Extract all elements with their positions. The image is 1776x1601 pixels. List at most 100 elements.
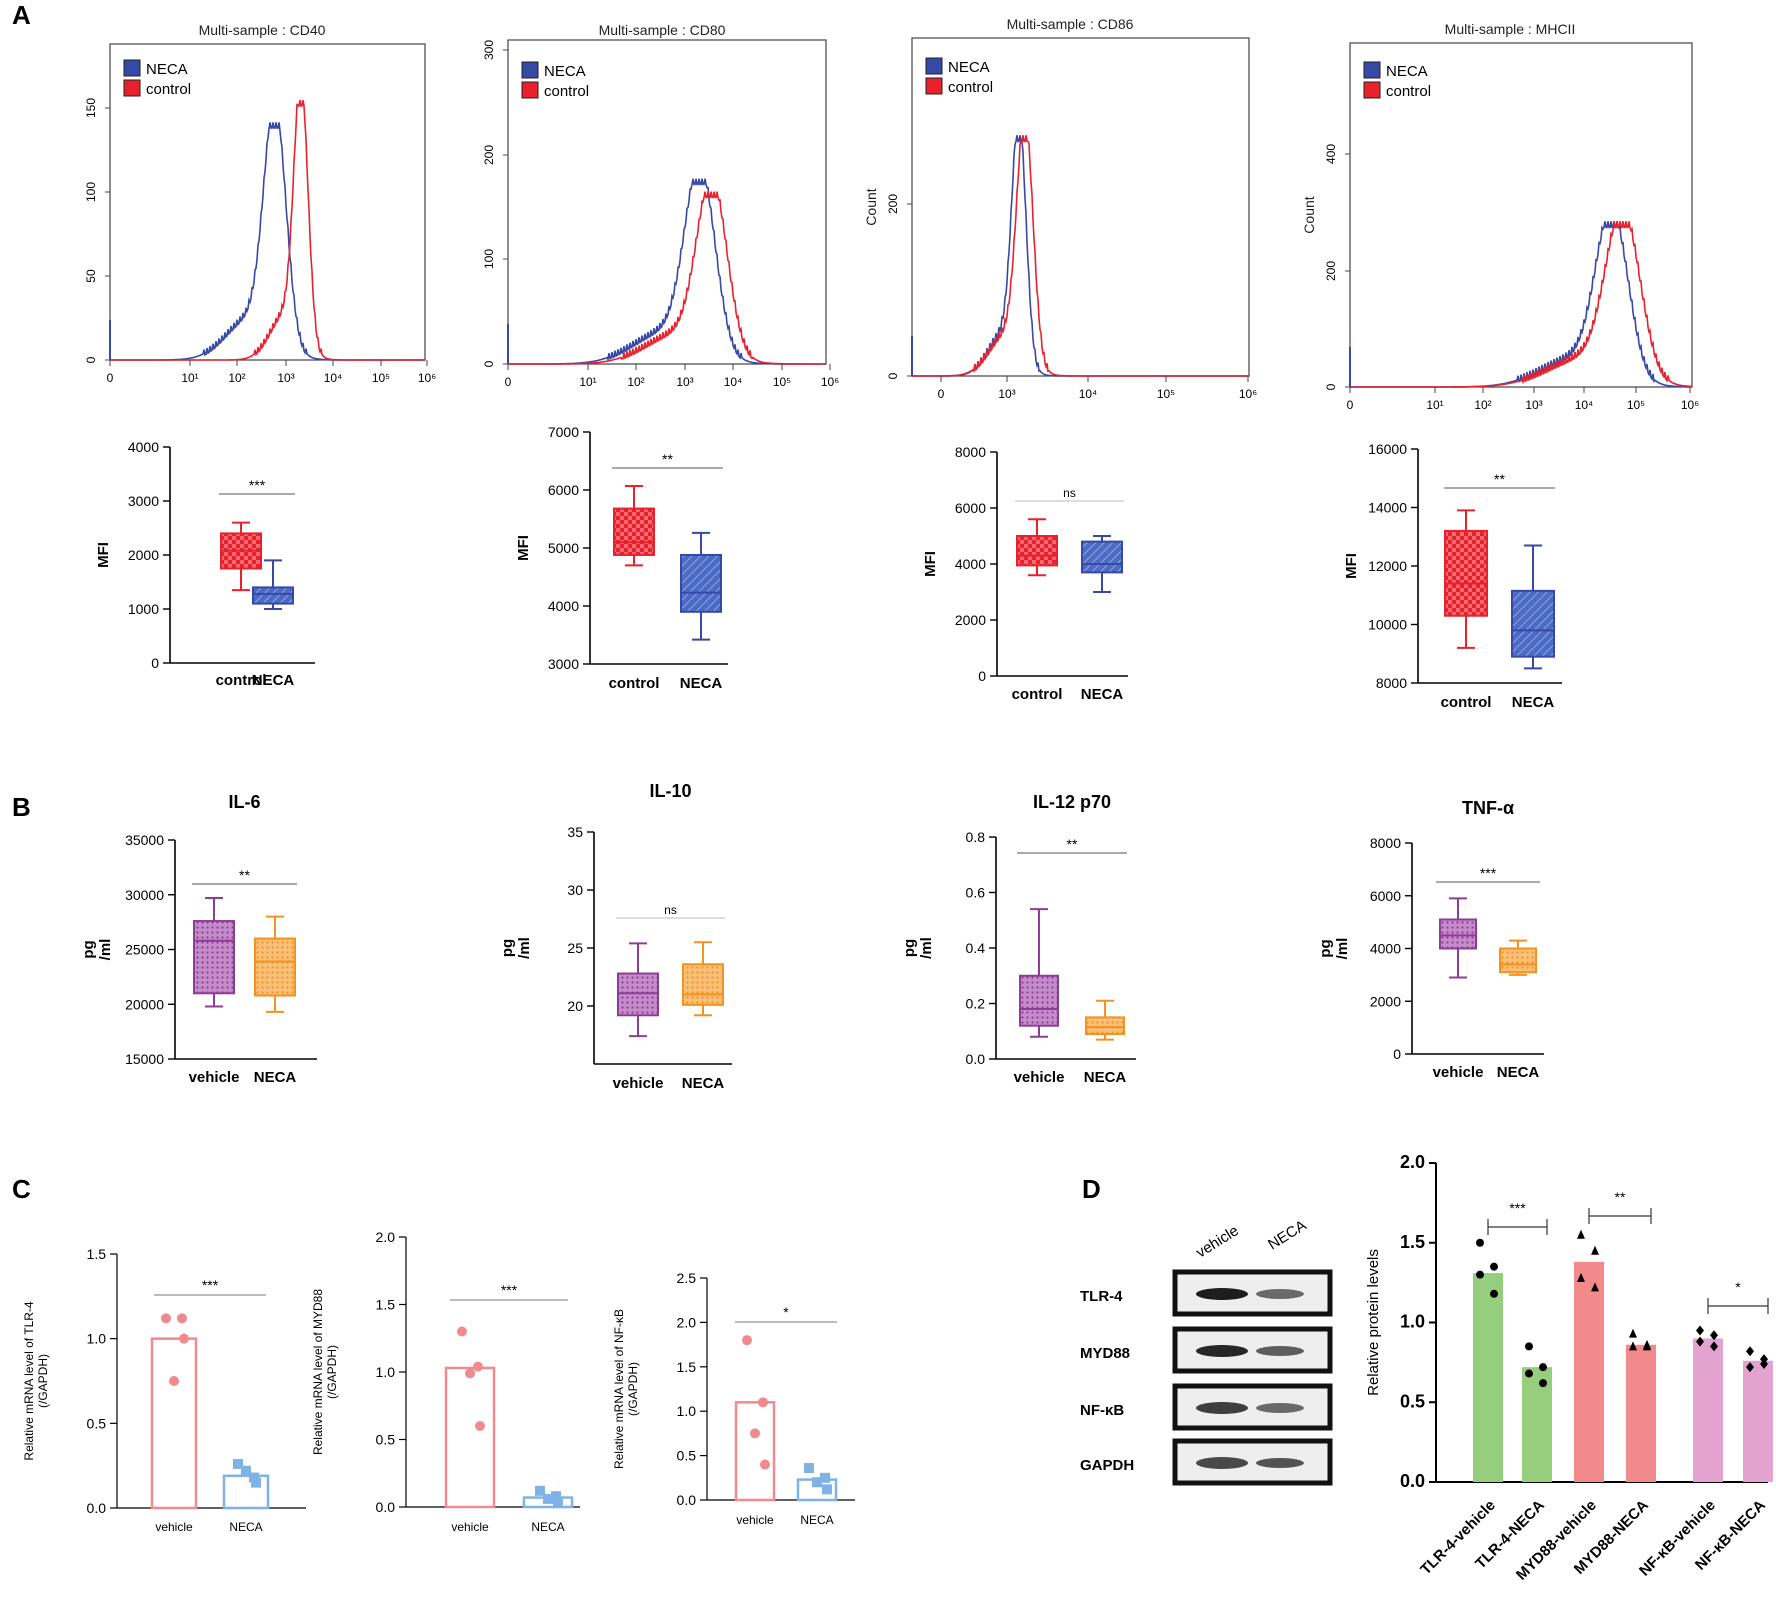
y-tick-label: 1.5 bbox=[1400, 1232, 1425, 1252]
blot-row-gapdh: GAPDH bbox=[1080, 1441, 1330, 1483]
y-tick-label: 400 bbox=[1324, 144, 1338, 164]
boxplot-chart-4: 800010000120001400016000MFIcontrol NECA** bbox=[1343, 441, 1562, 711]
legend-label-neca: NECA bbox=[146, 61, 188, 78]
x-tick-label: 0 bbox=[505, 375, 512, 389]
y-tick-label: 1.5 bbox=[376, 1297, 396, 1313]
blot-band-neca bbox=[1256, 1403, 1304, 1413]
x-tick-label: 10³ bbox=[998, 387, 1015, 401]
box-vehicle bbox=[194, 898, 234, 1006]
flow-histogram-4: Multi-sample : MHCIINECAcontrol0200400Co… bbox=[1301, 21, 1699, 412]
box-neca bbox=[255, 917, 295, 1012]
blot-row-label: MYD88 bbox=[1080, 1345, 1130, 1362]
category-label: NECA bbox=[1081, 686, 1124, 703]
y-axis-label: (/GAPDH) bbox=[36, 1354, 50, 1408]
y-tick-label: 6000 bbox=[1370, 888, 1401, 904]
y-tick-label: 16000 bbox=[1368, 441, 1407, 457]
box-neca bbox=[1082, 536, 1122, 592]
legend-swatch-neca bbox=[926, 58, 942, 74]
iqr-box bbox=[1440, 919, 1476, 948]
category-label: vehicle bbox=[613, 1075, 664, 1092]
y-tick-label: 200 bbox=[886, 194, 900, 214]
category-label: control bbox=[1441, 694, 1492, 711]
y-axis-label: pg bbox=[80, 940, 97, 958]
bar-vehicle bbox=[446, 1327, 494, 1508]
data-point bbox=[804, 1463, 814, 1473]
box-vehicle bbox=[1020, 909, 1058, 1037]
legend-swatch-control bbox=[1364, 82, 1380, 98]
y-tick-label: 6000 bbox=[548, 482, 579, 498]
data-point bbox=[822, 1484, 832, 1494]
blot-row-label: GAPDH bbox=[1080, 1457, 1134, 1474]
data-point bbox=[1539, 1379, 1547, 1387]
y-tick-label: 0.0 bbox=[1400, 1471, 1425, 1491]
y-tick-label: 0.0 bbox=[87, 1500, 107, 1516]
x-tick-label: 10³ bbox=[277, 371, 294, 385]
blot-band-vehicle bbox=[1196, 1288, 1248, 1300]
x-tick-label: 10⁴ bbox=[724, 375, 743, 389]
y-tick-label: 1000 bbox=[128, 601, 159, 617]
y-tick-label: 4000 bbox=[548, 598, 579, 614]
category-label: NECA bbox=[1084, 1069, 1127, 1086]
y-tick-label: 300 bbox=[482, 40, 496, 60]
x-tick-label: 10¹ bbox=[579, 375, 596, 389]
bar bbox=[224, 1476, 268, 1508]
box-neca bbox=[1500, 941, 1536, 975]
data-point bbox=[742, 1335, 752, 1345]
y-tick-label: 3000 bbox=[128, 493, 159, 509]
bar bbox=[152, 1339, 196, 1508]
data-point bbox=[1490, 1290, 1498, 1298]
blot-row-label: NF-κB bbox=[1080, 1402, 1124, 1419]
iqr-box bbox=[1500, 949, 1536, 973]
neca-histogram-line bbox=[110, 122, 425, 360]
neca-histogram-line bbox=[1350, 221, 1692, 387]
y-tick-label: 1.5 bbox=[87, 1246, 107, 1262]
y-axis-label: MFI bbox=[515, 535, 532, 561]
y-tick-label: 6000 bbox=[955, 500, 986, 516]
x-tick-label: 10⁵ bbox=[1157, 387, 1175, 401]
histogram-ylabel: Count bbox=[1301, 196, 1317, 233]
iqr-box bbox=[683, 964, 723, 1005]
category-label: control bbox=[609, 675, 660, 692]
y-axis-label: Relative mRNA level of TLR-4 bbox=[22, 1301, 36, 1460]
x-tick-label: 0 bbox=[1347, 398, 1354, 412]
histogram-title: Multi-sample : MHCII bbox=[1445, 21, 1576, 37]
y-tick-label: 0.5 bbox=[376, 1432, 396, 1448]
y-tick-label: 2000 bbox=[1370, 993, 1401, 1009]
bar bbox=[1473, 1273, 1503, 1482]
y-tick-label: 10000 bbox=[1368, 617, 1407, 633]
boxplot-chart-7: 0.00.20.40.60.8pg/mlIL-12 p70vehicle NECA… bbox=[901, 792, 1136, 1086]
category-label: vehicle bbox=[155, 1520, 193, 1534]
legend-swatch-neca bbox=[522, 62, 538, 78]
panel-label-c: C bbox=[12, 1174, 31, 1204]
chart-title: IL-6 bbox=[228, 792, 260, 812]
y-tick-label: 200 bbox=[482, 145, 496, 165]
y-tick-label: 150 bbox=[84, 98, 98, 118]
significance-label: *** bbox=[249, 477, 266, 493]
box-control bbox=[614, 486, 654, 565]
bar-neca bbox=[224, 1459, 268, 1508]
legend-label-neca: NECA bbox=[948, 59, 990, 76]
category-label: vehicle bbox=[451, 1520, 489, 1534]
x-tick-label: 10⁶ bbox=[821, 375, 839, 389]
iqr-box bbox=[618, 974, 658, 1016]
legend-label-control: control bbox=[1386, 83, 1431, 100]
y-axis-label: pg bbox=[499, 939, 516, 957]
data-point bbox=[465, 1368, 475, 1378]
y-tick-label: 20000 bbox=[125, 996, 164, 1012]
y-axis-label: (/GAPDH) bbox=[325, 1345, 339, 1399]
y-tick-label: 0.0 bbox=[966, 1051, 986, 1067]
chart-title: TNF-α bbox=[1462, 798, 1514, 818]
category-label: NECA bbox=[531, 1520, 564, 1534]
y-tick-label: 2.0 bbox=[376, 1229, 396, 1245]
legend-label-control: control bbox=[948, 79, 993, 96]
flow-histogram-1: Multi-sample : CD40NECAcontrol0501001500… bbox=[84, 22, 436, 385]
legend-swatch-neca bbox=[1364, 62, 1380, 78]
y-tick-label: 0 bbox=[482, 360, 496, 367]
neca-histogram-line bbox=[912, 135, 1249, 376]
data-point bbox=[169, 1376, 179, 1386]
y-tick-label: 0.0 bbox=[376, 1499, 396, 1515]
y-tick-label: 200 bbox=[1324, 261, 1338, 281]
category-label: vehicle bbox=[1433, 1064, 1484, 1081]
y-axis-label: /ml bbox=[516, 937, 533, 959]
bar bbox=[736, 1402, 774, 1500]
